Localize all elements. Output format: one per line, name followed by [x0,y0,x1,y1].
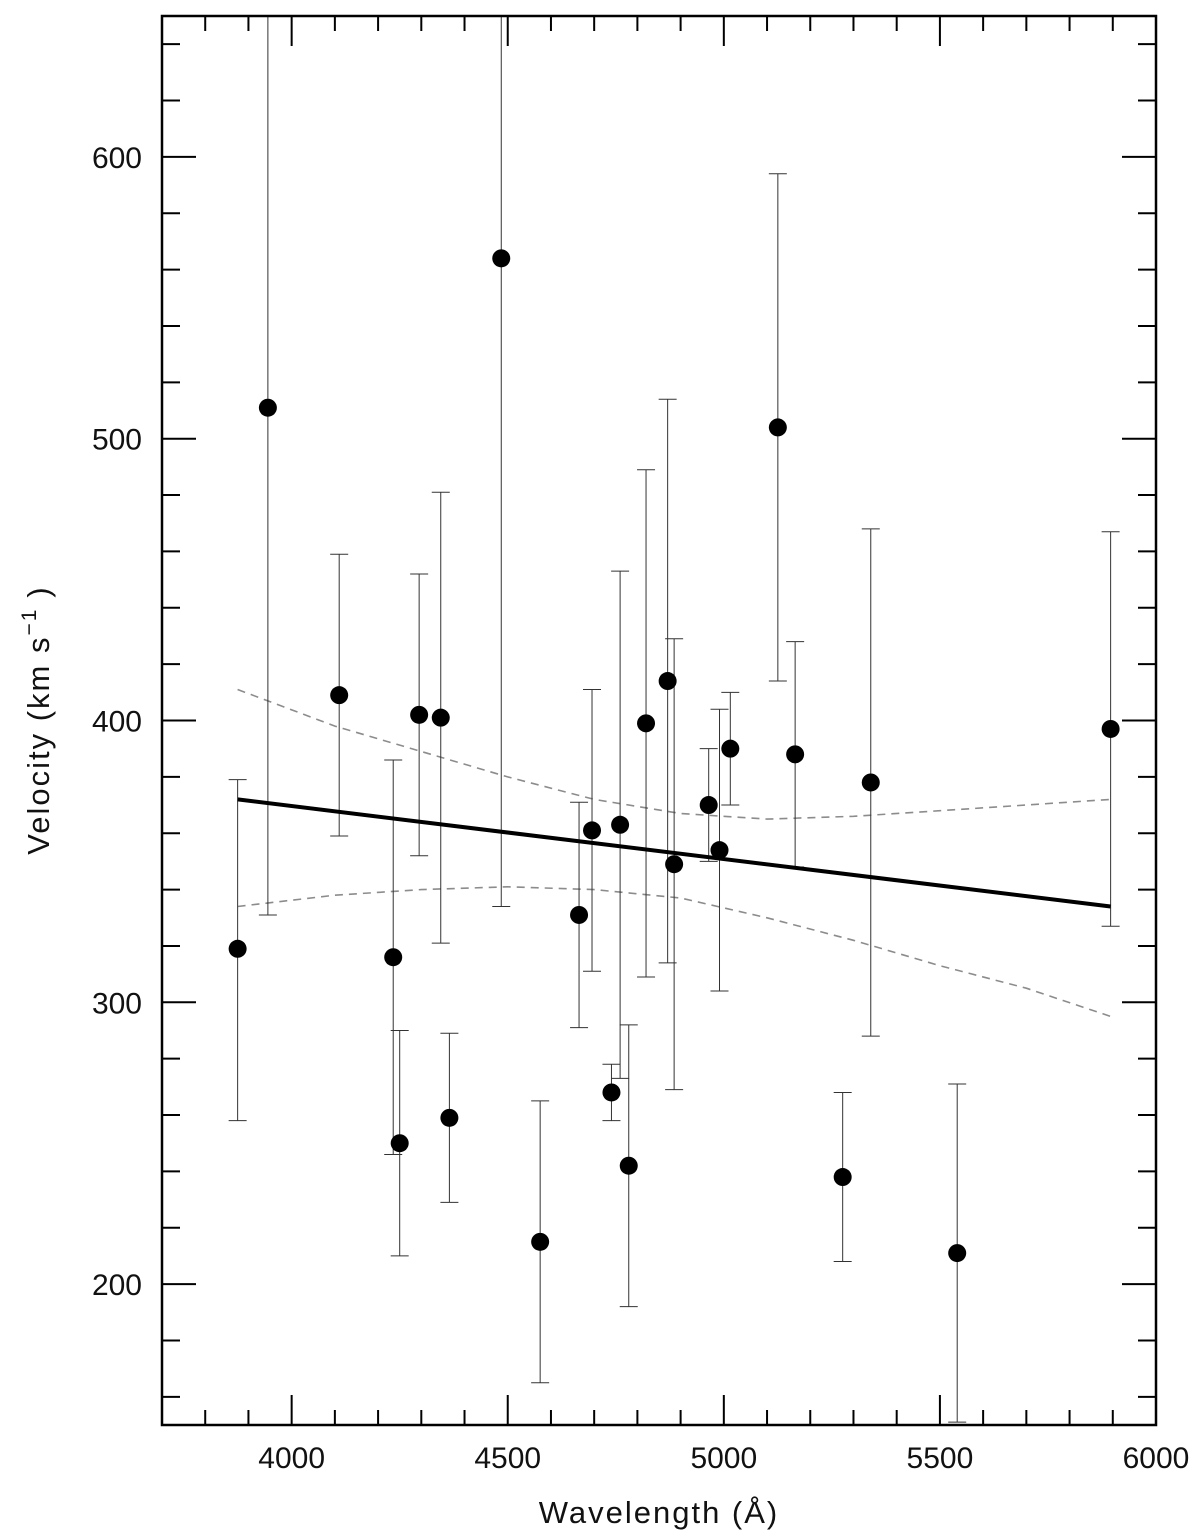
data-point [570,905,589,924]
plot-frame [160,14,1158,1427]
y-axis-title-superscript: −1 [18,608,41,636]
x-axis-title: Wavelength (Å) [539,1495,780,1530]
data-point [440,1108,459,1127]
data-point [583,821,602,840]
y-tick-label: 200 [92,1269,142,1302]
data-point [384,948,403,967]
y-axis-title: Velocity (km s−1) [18,585,56,855]
y-tick-label: 500 [92,424,142,457]
y-axis-title-text: Velocity (km s [21,636,56,855]
data-point [786,745,805,764]
data-point [410,705,429,724]
x-tick-label: 4500 [474,1442,541,1475]
y-tick-label: 300 [92,987,142,1020]
fit-line [237,797,1111,909]
data-point [861,773,880,792]
data-point [665,855,684,874]
y-axis-title-close: ) [21,585,56,597]
data-point [948,1244,967,1263]
x-tick-label: 5000 [690,1442,757,1475]
data-point [258,398,277,417]
data-points [228,249,1120,1263]
data-point [768,418,787,437]
data-point [721,739,740,758]
confidence-band [237,688,1111,1018]
x-tick-label: 4000 [258,1442,325,1475]
data-point [431,708,450,727]
data-point [602,1083,621,1102]
data-point [637,714,656,733]
fit-line-segment [237,797,1111,909]
data-point [699,796,718,815]
data-point [330,686,349,705]
data-point [531,1232,550,1251]
confidence-band-lower [237,885,1111,1018]
data-point [1101,719,1120,738]
data-point [710,841,729,860]
error-bar [258,16,277,916]
tick-labels: 4000 4500 5000 5500 6000 200 300 400 500 600 [92,142,1189,1475]
confidence-band-upper [237,688,1111,820]
error-bar [492,16,511,907]
error-bars [228,16,1120,1423]
data-point [390,1134,409,1153]
data-point [833,1168,852,1187]
x-tick-label: 5500 [907,1442,974,1475]
data-point [228,939,247,958]
axis-ticks [161,16,1157,1425]
data-point [492,249,511,268]
x-tick-label: 6000 [1123,1442,1190,1475]
y-tick-label: 600 [92,142,142,175]
data-point [658,672,677,691]
data-point [619,1156,638,1175]
y-tick-label: 400 [92,706,142,739]
data-point [611,815,630,834]
